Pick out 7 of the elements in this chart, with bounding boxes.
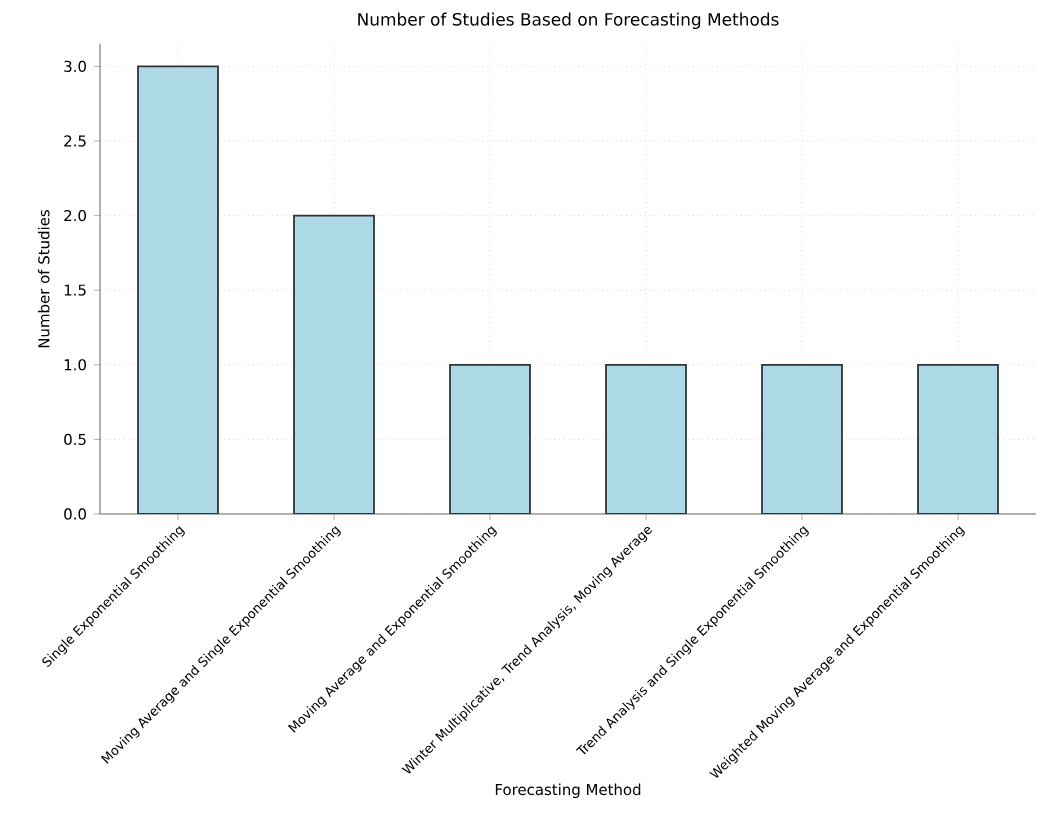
bar [293,214,375,514]
bar [137,65,219,514]
bar [449,363,531,514]
bar [917,363,999,514]
bar [605,363,687,514]
bar [761,363,843,514]
chart-title: Number of Studies Based on Forecasting Methods [358,12,779,29]
